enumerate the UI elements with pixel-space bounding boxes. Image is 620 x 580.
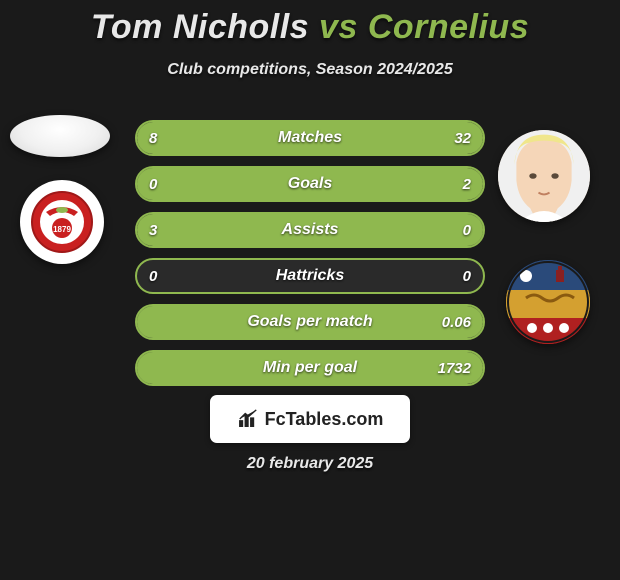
player2-name: Cornelius	[368, 8, 529, 46]
stat-value-right: 2	[463, 168, 471, 200]
stat-value-right: 1732	[438, 352, 471, 384]
club-badge-icon	[506, 260, 590, 344]
subtitle: Club competitions, Season 2024/2025	[0, 61, 620, 79]
stat-row: 8Matches32	[135, 120, 485, 156]
stat-value-right: 0	[463, 260, 471, 292]
player2-avatar	[498, 130, 590, 222]
stat-value-right: 0.06	[442, 306, 471, 338]
fctables-branding: FcTables.com	[210, 395, 410, 443]
stats-container: 8Matches320Goals23Assists00Hattricks0Goa…	[135, 120, 485, 396]
stat-row: 0Hattricks0	[135, 258, 485, 294]
player1-avatar	[10, 115, 110, 157]
stat-label: Goals	[137, 168, 483, 200]
player2-club-badge	[506, 260, 590, 344]
stat-value-right: 32	[454, 122, 471, 154]
stat-row: Min per goal1732	[135, 350, 485, 386]
snapshot-date: 20 february 2025	[0, 455, 620, 473]
stat-row: 0Goals2	[135, 166, 485, 202]
stat-row: Goals per match0.06	[135, 304, 485, 340]
svg-text:1879: 1879	[53, 225, 71, 234]
player2-face-icon	[498, 130, 590, 222]
stat-row: 3Assists0	[135, 212, 485, 248]
comparison-title: Tom Nicholls vs Cornelius	[0, 0, 620, 47]
stat-label: Goals per match	[137, 306, 483, 338]
player1-club-badge: 1879	[20, 180, 104, 264]
stat-value-right: 0	[463, 214, 471, 246]
stat-label: Assists	[137, 214, 483, 246]
player1-name: Tom Nicholls	[91, 8, 309, 46]
fctables-label: FcTables.com	[265, 409, 384, 430]
stat-label: Min per goal	[137, 352, 483, 384]
chart-icon	[237, 408, 259, 430]
stat-label: Hattricks	[137, 260, 483, 292]
stat-label: Matches	[137, 122, 483, 154]
club-badge-icon: 1879	[30, 190, 94, 254]
vs-label: vs	[319, 8, 358, 46]
